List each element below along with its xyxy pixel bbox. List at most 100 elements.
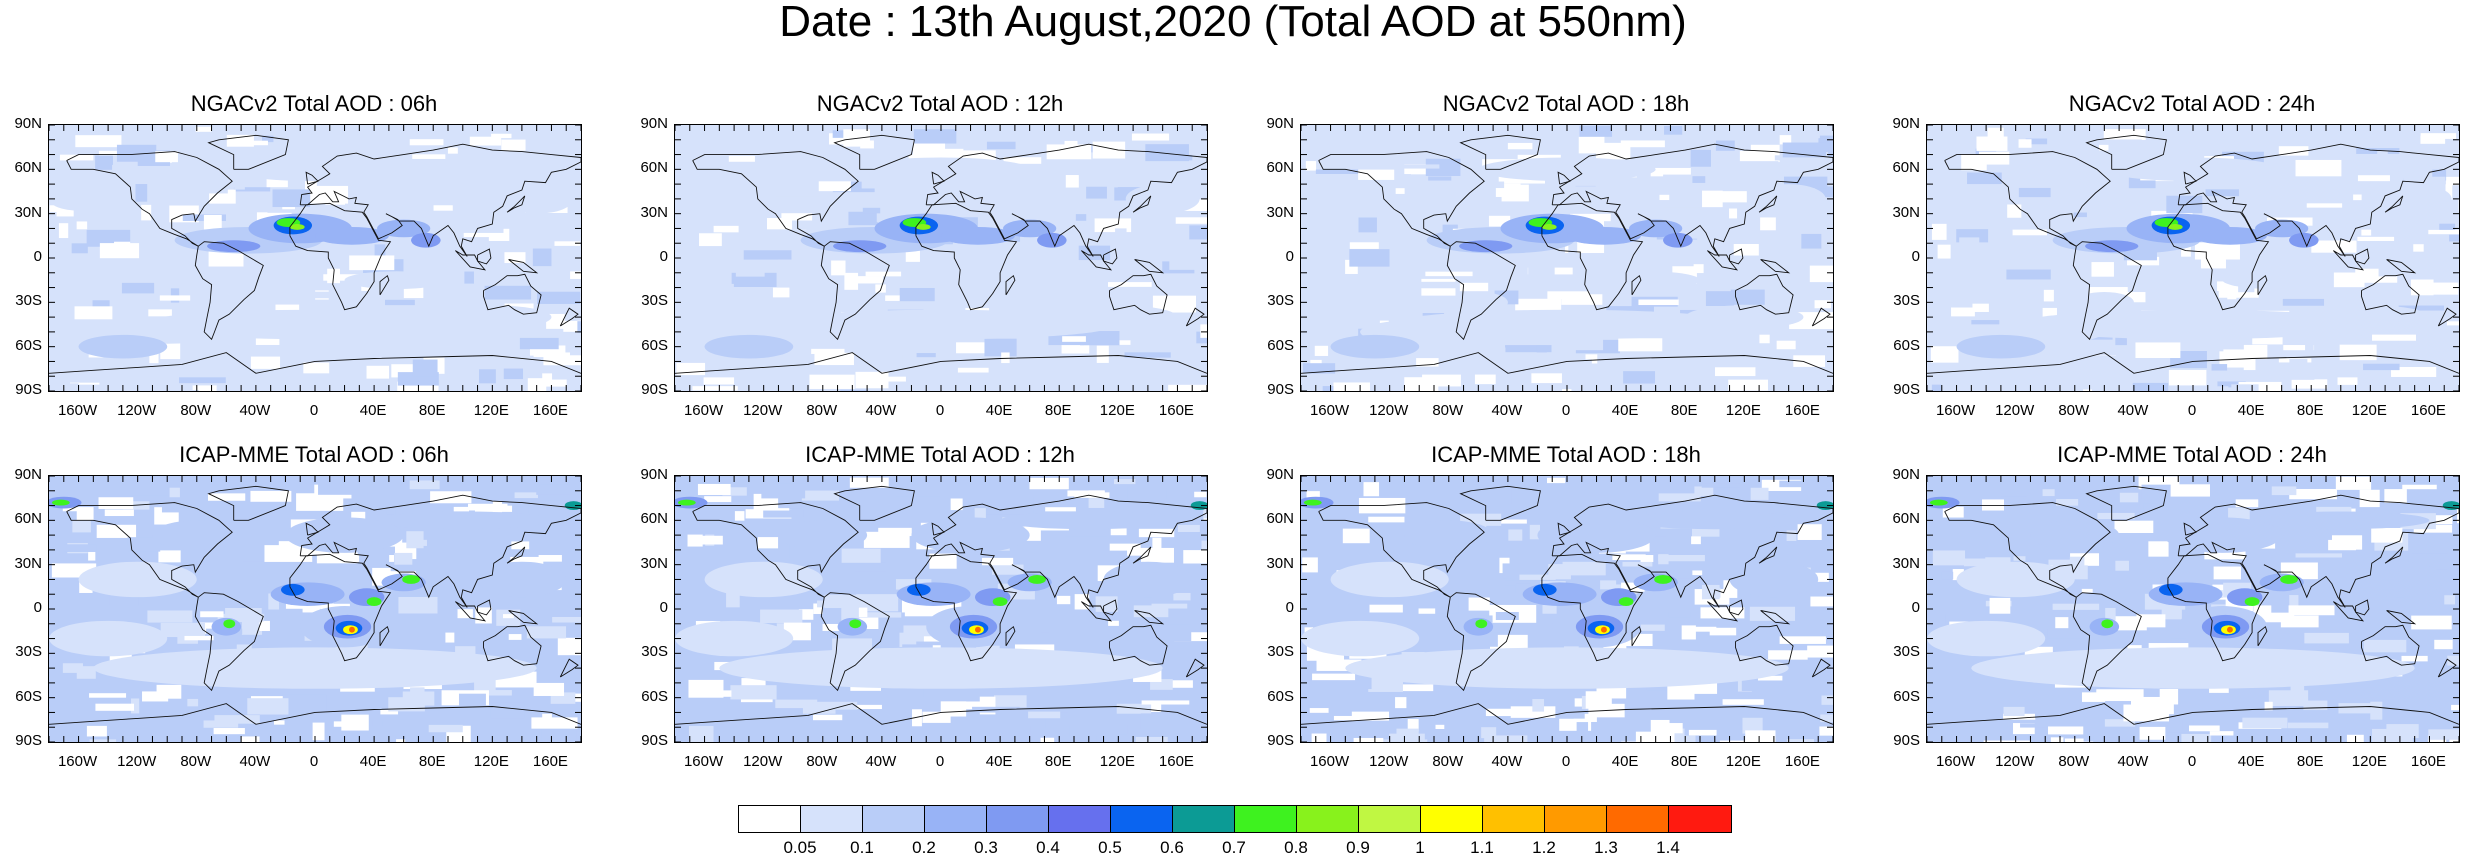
aod-patch: [1394, 164, 1440, 168]
aod-patch: [944, 203, 984, 217]
aod-patch: [1404, 377, 1438, 391]
aod-patch: [1128, 487, 1167, 500]
aod-patch: [814, 353, 854, 365]
aod-patch: [527, 626, 566, 638]
aod-patch: [531, 717, 577, 728]
lat-tick-label: 30S: [2, 292, 42, 309]
aod-patch: [859, 608, 868, 617]
aod-patch: [485, 286, 532, 300]
aod-patch: [866, 259, 876, 266]
aod-patch: [773, 288, 789, 298]
aod-plume: [1927, 621, 2045, 656]
aod-patch: [1436, 725, 1445, 729]
lon-tick-label: 160W: [48, 402, 108, 419]
lon-tick-label: 160W: [1926, 753, 1986, 770]
aod-patch: [445, 633, 454, 643]
aod-patch: [759, 174, 793, 182]
aod-plume: [271, 582, 345, 606]
lon-tick-label: 80W: [792, 402, 852, 419]
colorbar-label: 0.5: [1085, 838, 1135, 858]
aod-patch: [1145, 144, 1189, 161]
aod-plume: [1404, 520, 1493, 550]
aod-patch: [1343, 529, 1370, 544]
aod-patch: [1418, 282, 1457, 288]
aod-patch: [2281, 616, 2319, 628]
aod-patch: [909, 357, 945, 367]
aod-patch: [2451, 705, 2459, 710]
aod-patch: [2071, 141, 2099, 153]
aod-patch: [2386, 724, 2418, 738]
lon-tick-label: 0: [910, 753, 970, 770]
aod-patch: [2428, 729, 2459, 739]
aod-patch: [900, 288, 935, 301]
lon-tick-label: 120E: [1713, 753, 1773, 770]
aod-patch: [692, 386, 737, 390]
aod-plume: [1654, 575, 1672, 584]
aod-plume: [705, 335, 794, 359]
aod-map-panel: [674, 475, 1208, 743]
lon-tick-label: 80W: [2044, 402, 2104, 419]
aod-patch: [1369, 605, 1402, 613]
colorbar-label: 1.2: [1519, 838, 1569, 858]
aod-patch: [1316, 169, 1359, 174]
aod-patch: [1982, 379, 2015, 385]
colorbar-label: 0.4: [1023, 838, 1073, 858]
aod-patch: [2402, 485, 2437, 489]
aod-patch: [334, 721, 368, 726]
aod-patch: [863, 208, 880, 214]
aod-patch: [283, 695, 327, 711]
lat-tick-label: 30N: [1880, 204, 1920, 221]
aod-plume: [907, 584, 931, 596]
lon-tick-label: 160W: [1300, 753, 1360, 770]
colorbar-swatch: [1421, 806, 1483, 832]
lon-tick-label: 120E: [2339, 402, 2399, 419]
aod-plume: [2223, 271, 2326, 289]
panel-title: NGACv2 Total AOD : 18h: [1300, 92, 1832, 116]
aod-patch: [704, 496, 731, 502]
aod-patch: [1933, 550, 1965, 565]
aod-patch: [373, 720, 383, 726]
aod-plume: [1301, 621, 1419, 656]
aod-patch: [105, 509, 134, 516]
aod-plume: [367, 597, 382, 606]
aod-patch: [2209, 688, 2229, 692]
aod-plume: [678, 500, 696, 506]
aod-patch: [2043, 489, 2055, 496]
aod-patch: [2269, 690, 2308, 706]
lat-tick-label: 90N: [628, 115, 668, 132]
aod-plume: [1601, 627, 1607, 633]
aod-plume: [152, 520, 241, 550]
aod-patch: [1334, 716, 1359, 720]
aod-patch: [1984, 740, 2031, 742]
colorbar-swatch: [1359, 806, 1421, 832]
lon-tick-label: 0: [2162, 753, 2222, 770]
aod-plume: [93, 647, 536, 688]
aod-patch: [1702, 191, 1723, 208]
aod-patch: [1506, 726, 1523, 733]
aod-patch: [855, 563, 886, 572]
aod-patch: [1689, 730, 1717, 736]
lat-tick-label: 90N: [2, 115, 42, 132]
aod-patch: [1040, 633, 1049, 641]
aod-patch: [398, 597, 437, 613]
aod-patch: [1579, 137, 1605, 154]
aod-patch: [1663, 192, 1708, 208]
aod-patch: [1115, 228, 1126, 235]
aod-map-panel: [1300, 475, 1834, 743]
aod-patch: [1801, 128, 1820, 138]
panel-title: NGACv2 Total AOD : 24h: [1926, 92, 2458, 116]
aod-plume: [2280, 575, 2298, 584]
aod-patch: [1700, 607, 1744, 618]
aod-patch: [1723, 699, 1764, 705]
aod-patch: [1097, 346, 1109, 363]
lon-tick-label: 40E: [2221, 753, 2281, 770]
lat-tick-label: 90S: [1254, 381, 1294, 398]
lon-tick-label: 80W: [166, 753, 226, 770]
aod-patch: [2361, 230, 2371, 236]
aod-patch: [2353, 195, 2361, 201]
aod-patch: [1577, 722, 1588, 732]
aod-patch: [2231, 384, 2258, 391]
aod-patch: [2272, 486, 2297, 495]
aod-patch: [241, 736, 259, 742]
lat-tick-label: 90N: [1254, 466, 1294, 483]
